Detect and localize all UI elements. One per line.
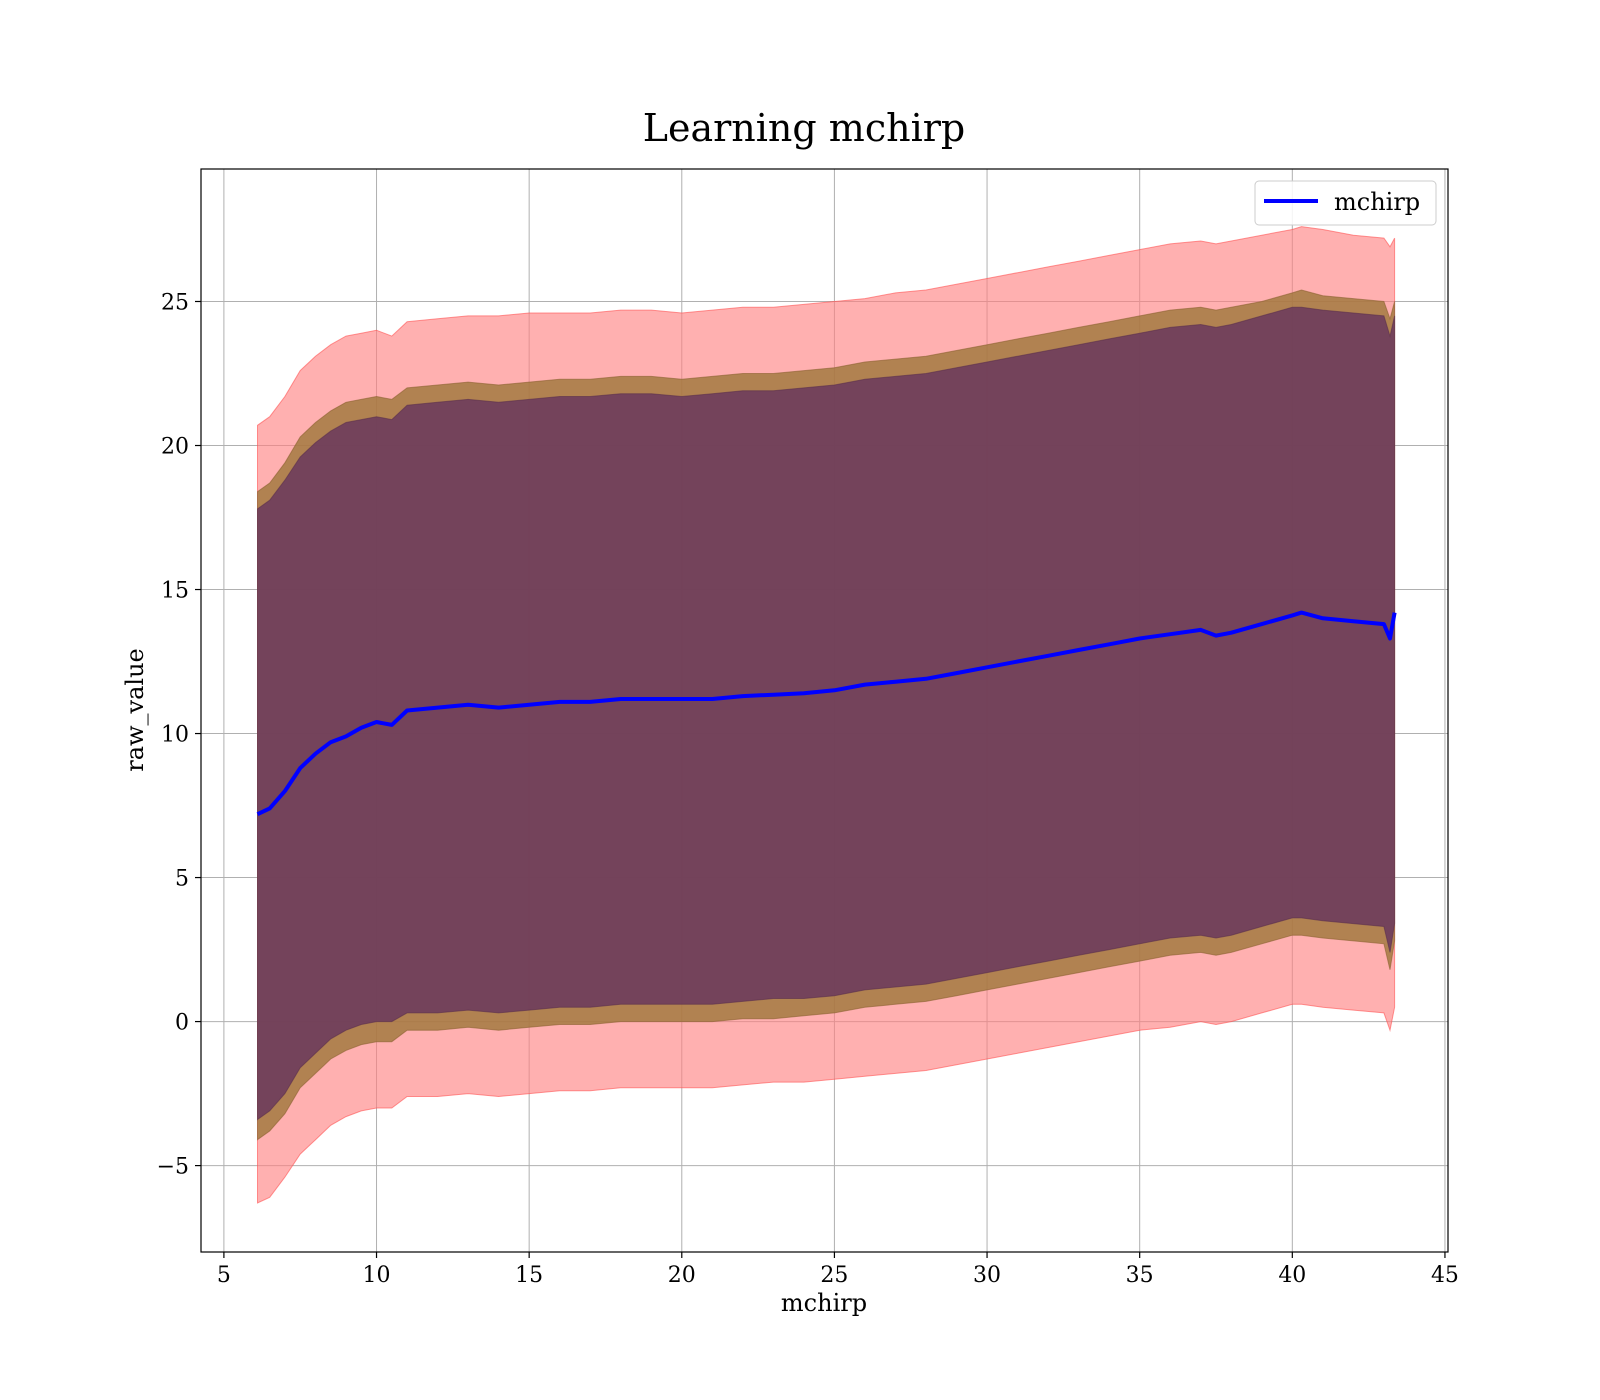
x-tick-label: 40	[1278, 1263, 1306, 1288]
axis-ticks: 5 10 15 20 25 30 35 40 45 −5 0 5 10 15 20 25	[157, 290, 1459, 1288]
legend-box	[1254, 180, 1437, 226]
legend-label: mchirp	[1334, 188, 1420, 216]
line-layer	[256, 610, 1397, 817]
x-tick-label: 25	[820, 1263, 848, 1288]
plot-frame	[200, 168, 1449, 1253]
series-line-mchirp	[256, 610, 1397, 817]
confidence-bands	[257, 226, 1396, 1204]
y-tick-label: 20	[161, 435, 189, 460]
x-tick-label: 35	[1126, 1263, 1154, 1288]
y-tick-label: 25	[161, 290, 189, 315]
y-tick-label: 15	[161, 579, 189, 604]
legend: mchirp	[1254, 180, 1437, 226]
y-axis-label: raw_value	[121, 648, 149, 772]
x-tick-label: 20	[668, 1263, 696, 1288]
x-tick-label: 45	[1431, 1263, 1459, 1288]
y-tick-label: 0	[175, 1011, 189, 1036]
x-tick-label: 15	[515, 1263, 543, 1288]
chart-title: Learning mchirp	[643, 106, 965, 150]
y-tick-label: 5	[175, 867, 189, 892]
y-tick-label: −5	[157, 1155, 189, 1180]
x-tick-label: 5	[217, 1263, 231, 1288]
band-inner	[257, 306, 1396, 1121]
x-axis-label: mchirp	[781, 1289, 867, 1317]
y-tick-label: 10	[161, 723, 189, 748]
x-tick-label: 10	[363, 1263, 391, 1288]
x-tick-label: 30	[973, 1263, 1001, 1288]
